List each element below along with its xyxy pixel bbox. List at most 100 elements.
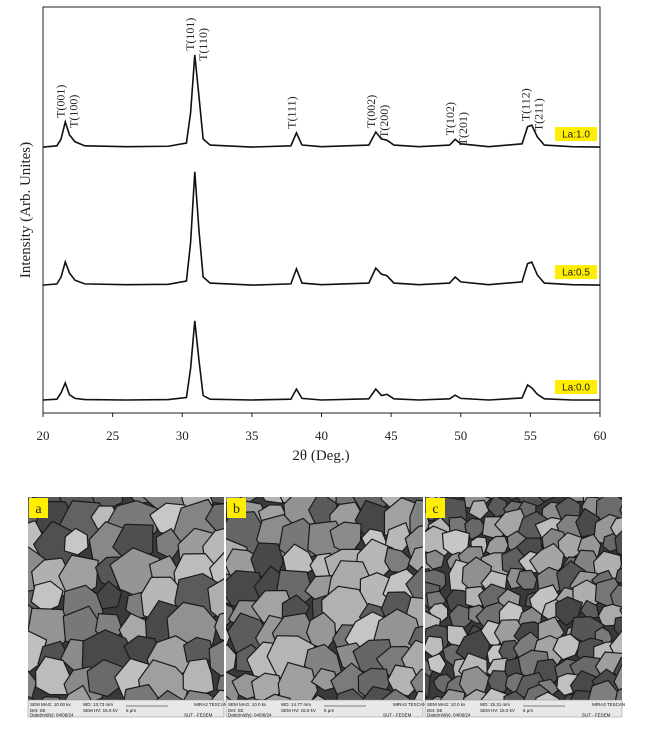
sem-info: Date(m/d/y): 04/06/24 [427,713,471,718]
peak-label: T(101) [183,18,197,51]
peak-label: T(112) [518,88,532,121]
legend-label: La:0.5 [562,268,590,279]
sem-info: MIRA3 TESCAN [592,702,625,707]
sem-info: SUT - FESEM [184,713,213,718]
grain [250,672,283,700]
grain [613,616,622,638]
panel-label-box [29,498,48,518]
grain [425,693,427,700]
grain [242,696,258,700]
grain [439,688,466,700]
peak-label: T(200) [377,105,391,138]
grain [619,505,622,516]
x-tick-label: 25 [106,428,119,443]
grain [262,693,292,700]
sem-info: WD: 13.73 mm [83,702,113,707]
sem-image: SEM MAG: 10.00 kx WD: 13.73 mm Det: SE SEM … [27,497,227,718]
grain [407,546,423,576]
sem-info: MIRA3 TESCAN [194,702,227,707]
grains [28,497,224,700]
info-bar [424,699,623,718]
peak-label: T(102) [443,102,457,135]
grain [537,497,557,503]
grains [226,497,423,700]
sem-info: 5 μm [324,708,334,713]
grain [311,694,328,700]
sem-info: Det: SE [427,708,443,713]
x-tick-label: 30 [176,428,189,443]
x-axis-label: 2θ (Deg.) [292,448,349,464]
xrd-line [42,54,601,148]
grain [486,497,509,518]
grain [28,695,36,700]
grain [209,497,224,505]
x-tick-label: 45 [385,428,398,443]
grain [96,580,123,610]
sem-info: SEM MAG: 10.00 kx [30,702,72,707]
grain [621,482,640,501]
info-bar [27,699,225,718]
peak-label: T(001) [53,85,67,118]
sem-info: SEM MAG: 10.0 kx [228,702,267,707]
grain [427,602,449,624]
grain [63,527,89,556]
grain [467,499,490,521]
grain [182,658,215,698]
grain [207,578,224,623]
grain [28,630,48,674]
grain [425,635,445,659]
grain [210,689,224,700]
sem-info: MIRA3 TESCAN [393,702,426,707]
legend-label: La:1.0 [562,130,590,141]
legend-label: La:0.0 [562,383,590,394]
legend-box [555,127,597,142]
sem-image: SEM MAG: 10.0 kx WD: 14.77 mm Det: SE SEM H… [225,497,426,718]
panel-label: c [432,502,438,517]
grain [614,530,622,556]
grain [614,567,622,584]
x-tick-label: 55 [524,428,537,443]
grain [487,669,511,693]
legend-box [555,380,597,395]
grain [614,687,622,700]
sem-info: 5 μm [126,708,136,713]
grain [405,565,423,603]
info-bar [225,699,424,718]
grain [464,517,487,541]
panel-label-box [227,498,246,518]
sem-info: Det: SE [30,708,46,713]
grain [457,497,464,499]
grain [40,695,61,700]
x-tick-label: 40 [315,428,328,443]
grain [515,569,538,591]
sem-info: SUT - FESEM [383,713,412,718]
x-tick-label: 50 [454,428,467,443]
x-tick-label: 60 [594,428,607,443]
grain [123,683,161,700]
x-tick-label: 35 [245,428,258,443]
grain [535,691,561,700]
y-axis-label: Intensity (Arb. Unites) [18,142,34,278]
peak-label: T(211) [531,98,545,131]
grain [485,497,502,500]
peak-label: T(111) [284,96,298,128]
plot-frame [42,6,601,414]
xrd-line [42,171,601,286]
x-tick-label: 20 [37,428,50,443]
sem-image: SEM MAG: 10.0 kx WD: 15.31 mm Det: SE SEM H… [424,482,640,718]
peak-label: T(100) [66,95,80,128]
panel-label: a [35,502,42,517]
grain [214,612,224,641]
sem-info: Date(m/d/y): 04/06/24 [228,713,272,718]
panel-label: b [233,502,240,517]
grain [579,599,600,620]
grain [64,684,92,700]
grain [619,561,622,574]
peak-label: T(002) [364,95,378,128]
grain [413,690,423,700]
grain [380,688,412,700]
sem-info: Date(m/d/y): 04/06/24 [30,713,74,718]
grain [425,549,446,570]
